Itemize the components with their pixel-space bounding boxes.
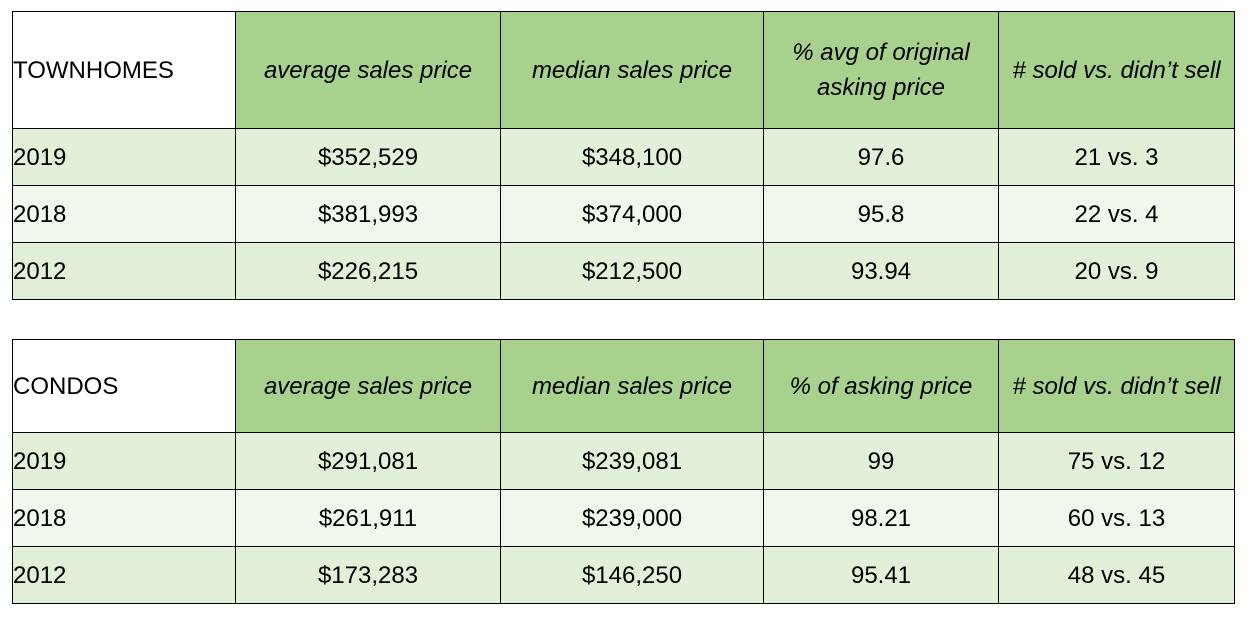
townhomes-section-label: TOWNHOMES (12, 11, 236, 129)
sold-vs-unsold-cell: 75 vs. 12 (998, 432, 1235, 490)
year-cell: 2018 (12, 489, 236, 547)
header-pct-original-asking-price: % avg of original asking price (763, 11, 999, 129)
table-row: 2019 $291,081 $239,081 99 75 vs. 12 (12, 432, 1235, 490)
asking-pct-cell: 98.21 (763, 489, 999, 547)
sold-vs-unsold-cell: 22 vs. 4 (998, 185, 1235, 243)
average-price-cell: $291,081 (235, 432, 501, 490)
average-price-cell: $381,993 (235, 185, 501, 243)
table-row: 2012 $173,283 $146,250 95.41 48 vs. 45 (12, 546, 1235, 604)
sold-vs-unsold-cell: 20 vs. 9 (998, 242, 1235, 300)
table-row: 2012 $226,215 $212,500 93.94 20 vs. 9 (12, 242, 1235, 300)
average-price-cell: $261,911 (235, 489, 501, 547)
year-cell: 2019 (12, 128, 236, 186)
average-price-cell: $226,215 (235, 242, 501, 300)
median-price-cell: $239,081 (500, 432, 764, 490)
average-price-cell: $173,283 (235, 546, 501, 604)
year-cell: 2019 (12, 432, 236, 490)
average-price-cell: $352,529 (235, 128, 501, 186)
header-median-sales-price: median sales price (500, 339, 764, 433)
median-price-cell: $374,000 (500, 185, 764, 243)
table-row: 2018 $261,911 $239,000 98.21 60 vs. 13 (12, 489, 1235, 547)
median-price-cell: $212,500 (500, 242, 764, 300)
condos-header-row: CONDOS average sales price median sales … (12, 339, 1235, 433)
table-row: 2019 $352,529 $348,100 97.6 21 vs. 3 (12, 128, 1235, 186)
year-cell: 2012 (12, 242, 236, 300)
condos-section-label: CONDOS (12, 339, 236, 433)
sold-vs-unsold-cell: 21 vs. 3 (998, 128, 1235, 186)
header-median-sales-price: median sales price (500, 11, 764, 129)
header-average-sales-price: average sales price (235, 339, 501, 433)
median-price-cell: $348,100 (500, 128, 764, 186)
year-cell: 2012 (12, 546, 236, 604)
median-price-cell: $239,000 (500, 489, 764, 547)
sold-vs-unsold-cell: 48 vs. 45 (998, 546, 1235, 604)
asking-pct-cell: 99 (763, 432, 999, 490)
asking-pct-cell: 95.8 (763, 185, 999, 243)
asking-pct-cell: 95.41 (763, 546, 999, 604)
year-cell: 2018 (12, 185, 236, 243)
sold-vs-unsold-cell: 60 vs. 13 (998, 489, 1235, 547)
header-sold-vs-unsold: # sold vs. didn’t sell (998, 339, 1235, 433)
townhomes-table: TOWNHOMES average sales price median sal… (12, 11, 1235, 300)
header-average-sales-price: average sales price (235, 11, 501, 129)
asking-pct-cell: 97.6 (763, 128, 999, 186)
condos-table: CONDOS average sales price median sales … (12, 339, 1235, 604)
header-pct-asking-price: % of asking price (763, 339, 999, 433)
townhomes-header-row: TOWNHOMES average sales price median sal… (12, 11, 1235, 129)
header-sold-vs-unsold: # sold vs. didn’t sell (998, 11, 1235, 129)
table-row: 2018 $381,993 $374,000 95.8 22 vs. 4 (12, 185, 1235, 243)
median-price-cell: $146,250 (500, 546, 764, 604)
asking-pct-cell: 93.94 (763, 242, 999, 300)
